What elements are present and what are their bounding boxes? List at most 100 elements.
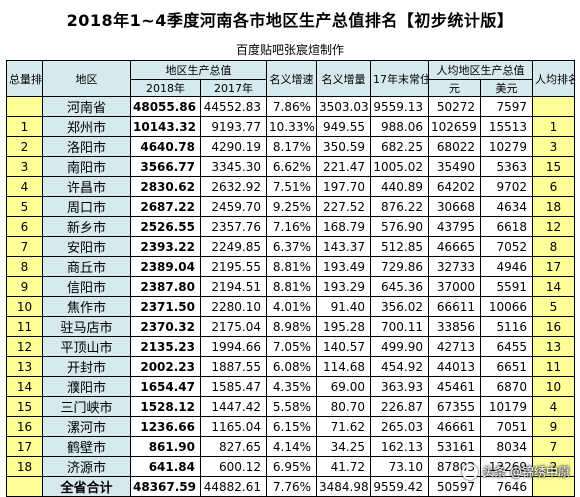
header-2017: 2017年 [200, 79, 267, 97]
cell-nominal-growth: 6.08% [266, 356, 317, 377]
cell-gdp-2018: 2526.55 [130, 216, 201, 237]
cell-population: 682.25 [370, 136, 429, 157]
cell-nominal-increase: 80.70 [316, 396, 371, 417]
watermark: 头条 @锦绣中原 [462, 463, 570, 480]
cell-population: 73.10 [370, 456, 429, 477]
cell-population: 645.36 [370, 276, 429, 297]
cell-nominal-growth: 9.25% [266, 196, 317, 217]
cell-gdp-2018: 2135.23 [130, 336, 201, 357]
header-rank: 总量排名 [6, 60, 43, 97]
table-row: 15 三门峡市 1528.12 1447.42 5.58% 80.70 226.87 6735… [6, 396, 575, 417]
cell-nominal-growth: 8.81% [266, 276, 317, 297]
cell-gdp-2017: 2632.92 [200, 176, 267, 197]
table-row: 2 洛阳市 4640.78 4290.19 8.17% 350.59 682.25 68022… [6, 136, 575, 157]
cell-gdp-2018: 641.84 [130, 456, 201, 477]
cell-per-capita-yuan: 67355 [428, 396, 481, 417]
cell-gdp-2017: 1585.47 [200, 376, 267, 397]
cell-region: 周口市 [42, 196, 131, 217]
cell-region: 开封市 [42, 356, 131, 377]
cell-region: 焦作市 [42, 296, 131, 317]
cell-nominal-increase: 91.40 [316, 296, 371, 317]
cell-gdp-2017: 44882.61 [200, 476, 267, 497]
cell-per-capita-yuan: 46661 [428, 416, 481, 437]
cell-gdp-2018: 4640.78 [130, 136, 201, 157]
cell-rank: 9 [6, 276, 43, 297]
cell-per-capita-yuan: 33856 [428, 316, 481, 337]
cell-per-capita-usd: 6870 [480, 376, 533, 397]
cell-nominal-growth: 5.58% [266, 396, 317, 417]
cell-gdp-2017: 2195.55 [200, 256, 267, 277]
cell-gdp-2017: 3345.30 [200, 156, 267, 177]
cell-per-capita-yuan: 53161 [428, 436, 481, 457]
cell-region: 郑州市 [42, 116, 131, 137]
cell-gdp-2018: 2687.22 [130, 196, 201, 217]
cell-gdp-2018: 2830.62 [130, 176, 201, 197]
cell-per-capita-rank: 1 [532, 116, 575, 137]
cell-per-capita-yuan: 102659 [428, 116, 481, 137]
cell-nominal-increase: 350.59 [316, 136, 371, 157]
cell-nominal-increase: 114.68 [316, 356, 371, 377]
cell-gdp-2017: 2280.10 [200, 296, 267, 317]
header-nominal-growth: 名义增速 [266, 60, 317, 97]
cell-gdp-2017: 2459.70 [200, 196, 267, 217]
cell-region: 鹤壁市 [42, 436, 131, 457]
cell-nominal-growth: 4.01% [266, 296, 317, 317]
header-region: 地区 [42, 60, 131, 97]
cell-per-capita-usd: 6651 [480, 356, 533, 377]
cell-per-capita-yuan: 50272 [428, 96, 481, 117]
cell-population: 363.93 [370, 376, 429, 397]
cell-region: 漯河市 [42, 416, 131, 437]
header-usd: 美元 [480, 79, 533, 97]
cell-region: 濮阳市 [42, 376, 131, 397]
cell-nominal-increase: 227.52 [316, 196, 371, 217]
cell-region: 安阳市 [42, 236, 131, 257]
cell-nominal-growth: 4.14% [266, 436, 317, 457]
cell-nominal-growth: 6.37% [266, 236, 317, 257]
cell-population: 729.86 [370, 256, 429, 277]
cell-nominal-growth: 6.62% [266, 156, 317, 177]
cell-per-capita-yuan: 46665 [428, 236, 481, 257]
cell-per-capita-usd: 7051 [480, 416, 533, 437]
cell-nominal-increase: 69.00 [316, 376, 371, 397]
cell-per-capita-rank: 8 [532, 236, 575, 257]
cell-gdp-2017: 2175.04 [200, 316, 267, 337]
cell-nominal-growth: 7.86% [266, 96, 317, 117]
cell-per-capita-usd: 4946 [480, 256, 533, 277]
cell-per-capita-rank: 10 [532, 376, 575, 397]
spreadsheet-image: 2018年1~4季度河南各市地区生产总值排名【初步统计版】 百度贴吧张宸煊制作 … [6, 11, 575, 497]
cell-population: 700.11 [370, 316, 429, 337]
cell-rank: 16 [6, 416, 43, 437]
table-row: 3 南阳市 3566.77 3345.30 6.62% 221.47 1005.02 3549… [6, 156, 575, 177]
cell-per-capita-usd: 10279 [480, 136, 533, 157]
table-row: 河南省 48055.86 44552.83 7.86% 3503.03 9559.13 50… [6, 96, 575, 117]
cell-rank: 17 [6, 436, 43, 457]
table-row: 8 商丘市 2389.04 2195.55 8.81% 193.49 729.86 32733… [6, 256, 575, 277]
cell-per-capita-rank: 6 [532, 176, 575, 197]
cell-rank: 4 [6, 176, 43, 197]
cell-nominal-increase: 71.62 [316, 416, 371, 437]
cell-per-capita-usd: 4634 [480, 196, 533, 217]
cell-per-capita-rank: 18 [532, 196, 575, 217]
cell-per-capita-yuan: 44013 [428, 356, 481, 377]
cell-region: 平顶山市 [42, 336, 131, 357]
cell-region: 新乡市 [42, 216, 131, 237]
gdp-ranking-table: 总量排名 地区 地区生产总值 名义增速 名义增量 17年末常住人口 人均地区生产… [6, 60, 575, 497]
header-population: 17年末常住人口 [370, 60, 429, 97]
cell-gdp-2017: 2357.76 [200, 216, 267, 237]
cell-gdp-2017: 1165.04 [200, 416, 267, 437]
cell-region: 许昌市 [42, 176, 131, 197]
cell-nominal-increase: 3503.03 [316, 96, 371, 117]
cell-region: 济源市 [42, 456, 131, 477]
cell-region: 洛阳市 [42, 136, 131, 157]
cell-gdp-2018: 2371.50 [130, 296, 201, 317]
cell-rank: 5 [6, 196, 43, 217]
cell-per-capita-yuan: 32733 [428, 256, 481, 277]
cell-region: 商丘市 [42, 256, 131, 277]
table-row: 7 安阳市 2393.22 2249.85 6.37% 143.37 512.85 46665… [6, 236, 575, 257]
cell-population: 576.90 [370, 216, 429, 237]
cell-per-capita-usd: 7597 [480, 96, 533, 117]
header-nominal-increase: 名义增量 [316, 60, 371, 97]
cell-per-capita-yuan: 43795 [428, 216, 481, 237]
cell-rank: 10 [6, 296, 43, 317]
table-row: 4 许昌市 2830.62 2632.92 7.51% 197.70 440.89 64202… [6, 176, 575, 197]
